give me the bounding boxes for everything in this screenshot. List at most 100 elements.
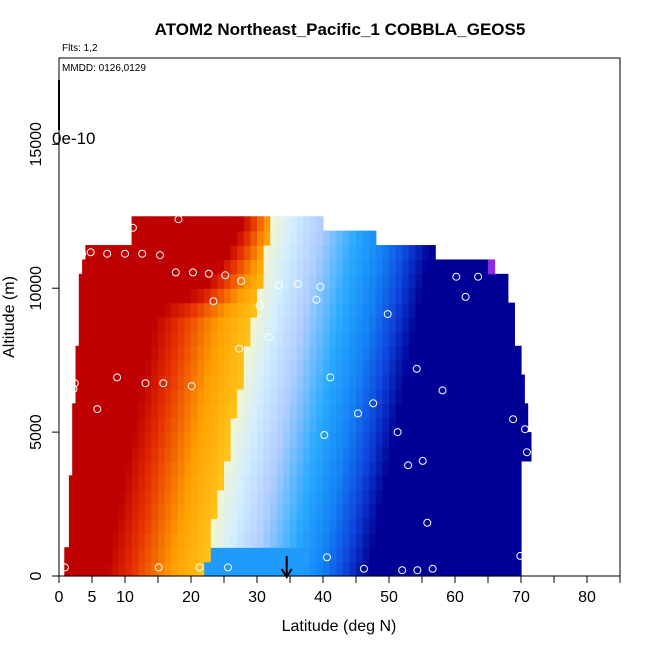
heatmap-cell	[177, 446, 185, 462]
heatmap-cell	[375, 288, 383, 304]
heatmap-cell	[92, 273, 100, 289]
heatmap-cell	[270, 432, 278, 448]
heatmap-cell	[402, 388, 410, 404]
heatmap-cell	[158, 216, 166, 232]
heatmap-cell	[296, 518, 304, 534]
heatmap-cell	[316, 245, 324, 261]
heatmap-cell	[197, 547, 205, 563]
heatmap-cell	[309, 345, 317, 361]
heatmap-cell	[283, 547, 291, 563]
heatmap-cell	[78, 475, 86, 491]
observation-point	[174, 215, 183, 224]
heatmap-cell	[197, 504, 205, 520]
heatmap-cell	[270, 259, 278, 275]
heatmap-cell	[514, 417, 522, 433]
heatmap-cell	[342, 432, 350, 448]
heatmap-cell	[316, 489, 324, 505]
heatmap-cell	[210, 302, 218, 318]
heatmap-cell	[111, 331, 119, 347]
heatmap-cell	[402, 273, 410, 289]
heatmap-cell	[210, 475, 218, 491]
heatmap-cell	[118, 460, 126, 476]
heatmap-cell	[356, 417, 364, 433]
heatmap-cell	[131, 504, 139, 520]
heatmap-cell	[329, 317, 337, 332]
heatmap-cell	[474, 432, 482, 448]
heatmap-cell	[382, 446, 390, 462]
heatmap-cell	[435, 432, 443, 448]
heatmap-cell	[375, 345, 383, 361]
heatmap-cell	[98, 504, 106, 520]
heatmap-cell	[428, 317, 436, 332]
heatmap-cell	[92, 432, 100, 448]
heatmap-cell	[98, 532, 106, 548]
heatmap-cell	[455, 288, 463, 304]
heatmap-cell	[395, 475, 403, 491]
heatmap-cell	[85, 518, 93, 534]
heatmap-cell	[197, 518, 205, 534]
heatmap-cell	[290, 532, 298, 548]
heatmap-cell	[422, 403, 430, 419]
heatmap-cell	[158, 417, 166, 433]
heatmap-cell	[336, 504, 344, 520]
heatmap-cell	[455, 460, 463, 476]
heatmap-cell	[184, 475, 192, 491]
heatmap-cell	[316, 230, 324, 246]
heatmap-cell	[422, 417, 430, 433]
heatmap-cell	[428, 561, 436, 577]
heatmap-cell	[290, 230, 298, 246]
heatmap-cell	[435, 317, 443, 332]
heatmap-cell	[197, 230, 205, 246]
heatmap-cell	[92, 460, 100, 476]
heatmap-cell	[290, 360, 298, 376]
heatmap-cell	[164, 561, 172, 577]
heatmap-cell	[290, 273, 298, 289]
heatmap-cell	[250, 403, 258, 419]
heatmap-cell	[488, 547, 496, 563]
heatmap-cell	[158, 374, 166, 390]
heatmap-cell	[356, 403, 364, 419]
heatmap-cell	[250, 288, 258, 304]
heatmap-cell	[309, 302, 317, 318]
heatmap-cell	[494, 374, 502, 390]
x-tick-label: 50	[380, 589, 398, 606]
heatmap-cell	[435, 360, 443, 376]
heatmap-cell	[402, 518, 410, 534]
observation-point	[156, 251, 164, 260]
heatmap-cell	[501, 446, 509, 462]
heatmap-cell	[177, 345, 185, 361]
heatmap-cell	[263, 331, 271, 347]
heatmap-cell	[191, 317, 199, 332]
heatmap-cell	[237, 403, 245, 419]
heatmap-cell	[85, 561, 93, 577]
heatmap-cell	[356, 360, 364, 376]
heatmap-cell	[408, 489, 416, 505]
heatmap-cell	[422, 460, 430, 476]
heatmap-cell	[402, 475, 410, 491]
heatmap-cell	[507, 403, 515, 419]
heatmap-cell	[415, 532, 423, 548]
heatmap-cell	[435, 345, 443, 361]
heatmap-cell	[375, 302, 383, 318]
heatmap-cell	[323, 446, 331, 462]
heatmap-cell	[428, 403, 436, 419]
heatmap-cell	[408, 518, 416, 534]
heatmap-cell	[138, 561, 146, 577]
heatmap-cell	[237, 331, 245, 347]
heatmap-cell	[474, 317, 482, 332]
heatmap-cell	[111, 417, 119, 433]
heatmap-cell	[468, 518, 476, 534]
heatmap-cell	[224, 518, 232, 534]
heatmap-cell	[177, 475, 185, 491]
heatmap-cell	[243, 302, 251, 318]
heatmap-cell	[164, 532, 172, 548]
heatmap-cell	[428, 475, 436, 491]
heatmap-cell	[329, 360, 337, 376]
heatmap-cell	[474, 547, 482, 563]
heatmap-cell	[448, 475, 456, 491]
heatmap-cell	[243, 489, 251, 505]
heatmap-cell	[316, 288, 324, 304]
heatmap-cell	[125, 360, 133, 376]
heatmap-cell	[296, 245, 304, 261]
heatmap-cell	[204, 302, 212, 318]
